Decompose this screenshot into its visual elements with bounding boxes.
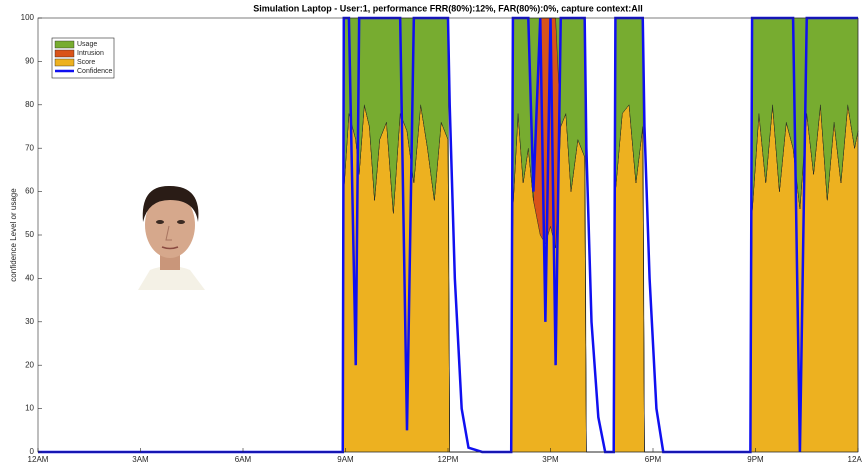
legend: Usage Intrusion Score Confidence	[51, 37, 115, 79]
y-tick-label: 80	[25, 100, 34, 109]
legend-label: Confidence	[77, 68, 113, 75]
y-tick-label: 100	[21, 13, 35, 22]
x-tick-label: 12PM	[438, 455, 459, 464]
y-axis-label: confidence Level or usage	[9, 188, 18, 282]
legend-swatch	[54, 49, 75, 58]
x-tick-label: 9AM	[337, 455, 354, 464]
y-tick-label: 20	[25, 360, 34, 369]
y-tick-label: 70	[25, 143, 34, 152]
legend-label: Usage	[77, 41, 97, 48]
y-tick-label: 0	[30, 447, 35, 456]
y-tick-label: 50	[25, 230, 34, 239]
x-tick-label: 6AM	[235, 455, 252, 464]
y-tick-label: 30	[25, 317, 34, 326]
x-tick-label: 12AM	[28, 455, 49, 464]
legend-swatch	[54, 40, 75, 49]
legend-label: Score	[77, 59, 95, 66]
y-tick-label: 40	[25, 274, 34, 283]
y-tick-label: 10	[25, 404, 34, 413]
x-tick-label: 6PM	[645, 455, 662, 464]
legend-label: Intrusion	[77, 50, 104, 57]
user-photo	[135, 185, 210, 290]
x-tick-label: 3PM	[542, 455, 559, 464]
y-tick-label: 90	[25, 57, 34, 66]
x-tick-label: 12AM	[848, 455, 862, 464]
x-tick-label: 9PM	[747, 455, 764, 464]
chart-title: Simulation Laptop - User:1, performance …	[253, 3, 643, 13]
x-tick-label: 3AM	[132, 455, 149, 464]
y-tick-label: 60	[25, 187, 34, 196]
legend-swatch	[54, 58, 75, 67]
